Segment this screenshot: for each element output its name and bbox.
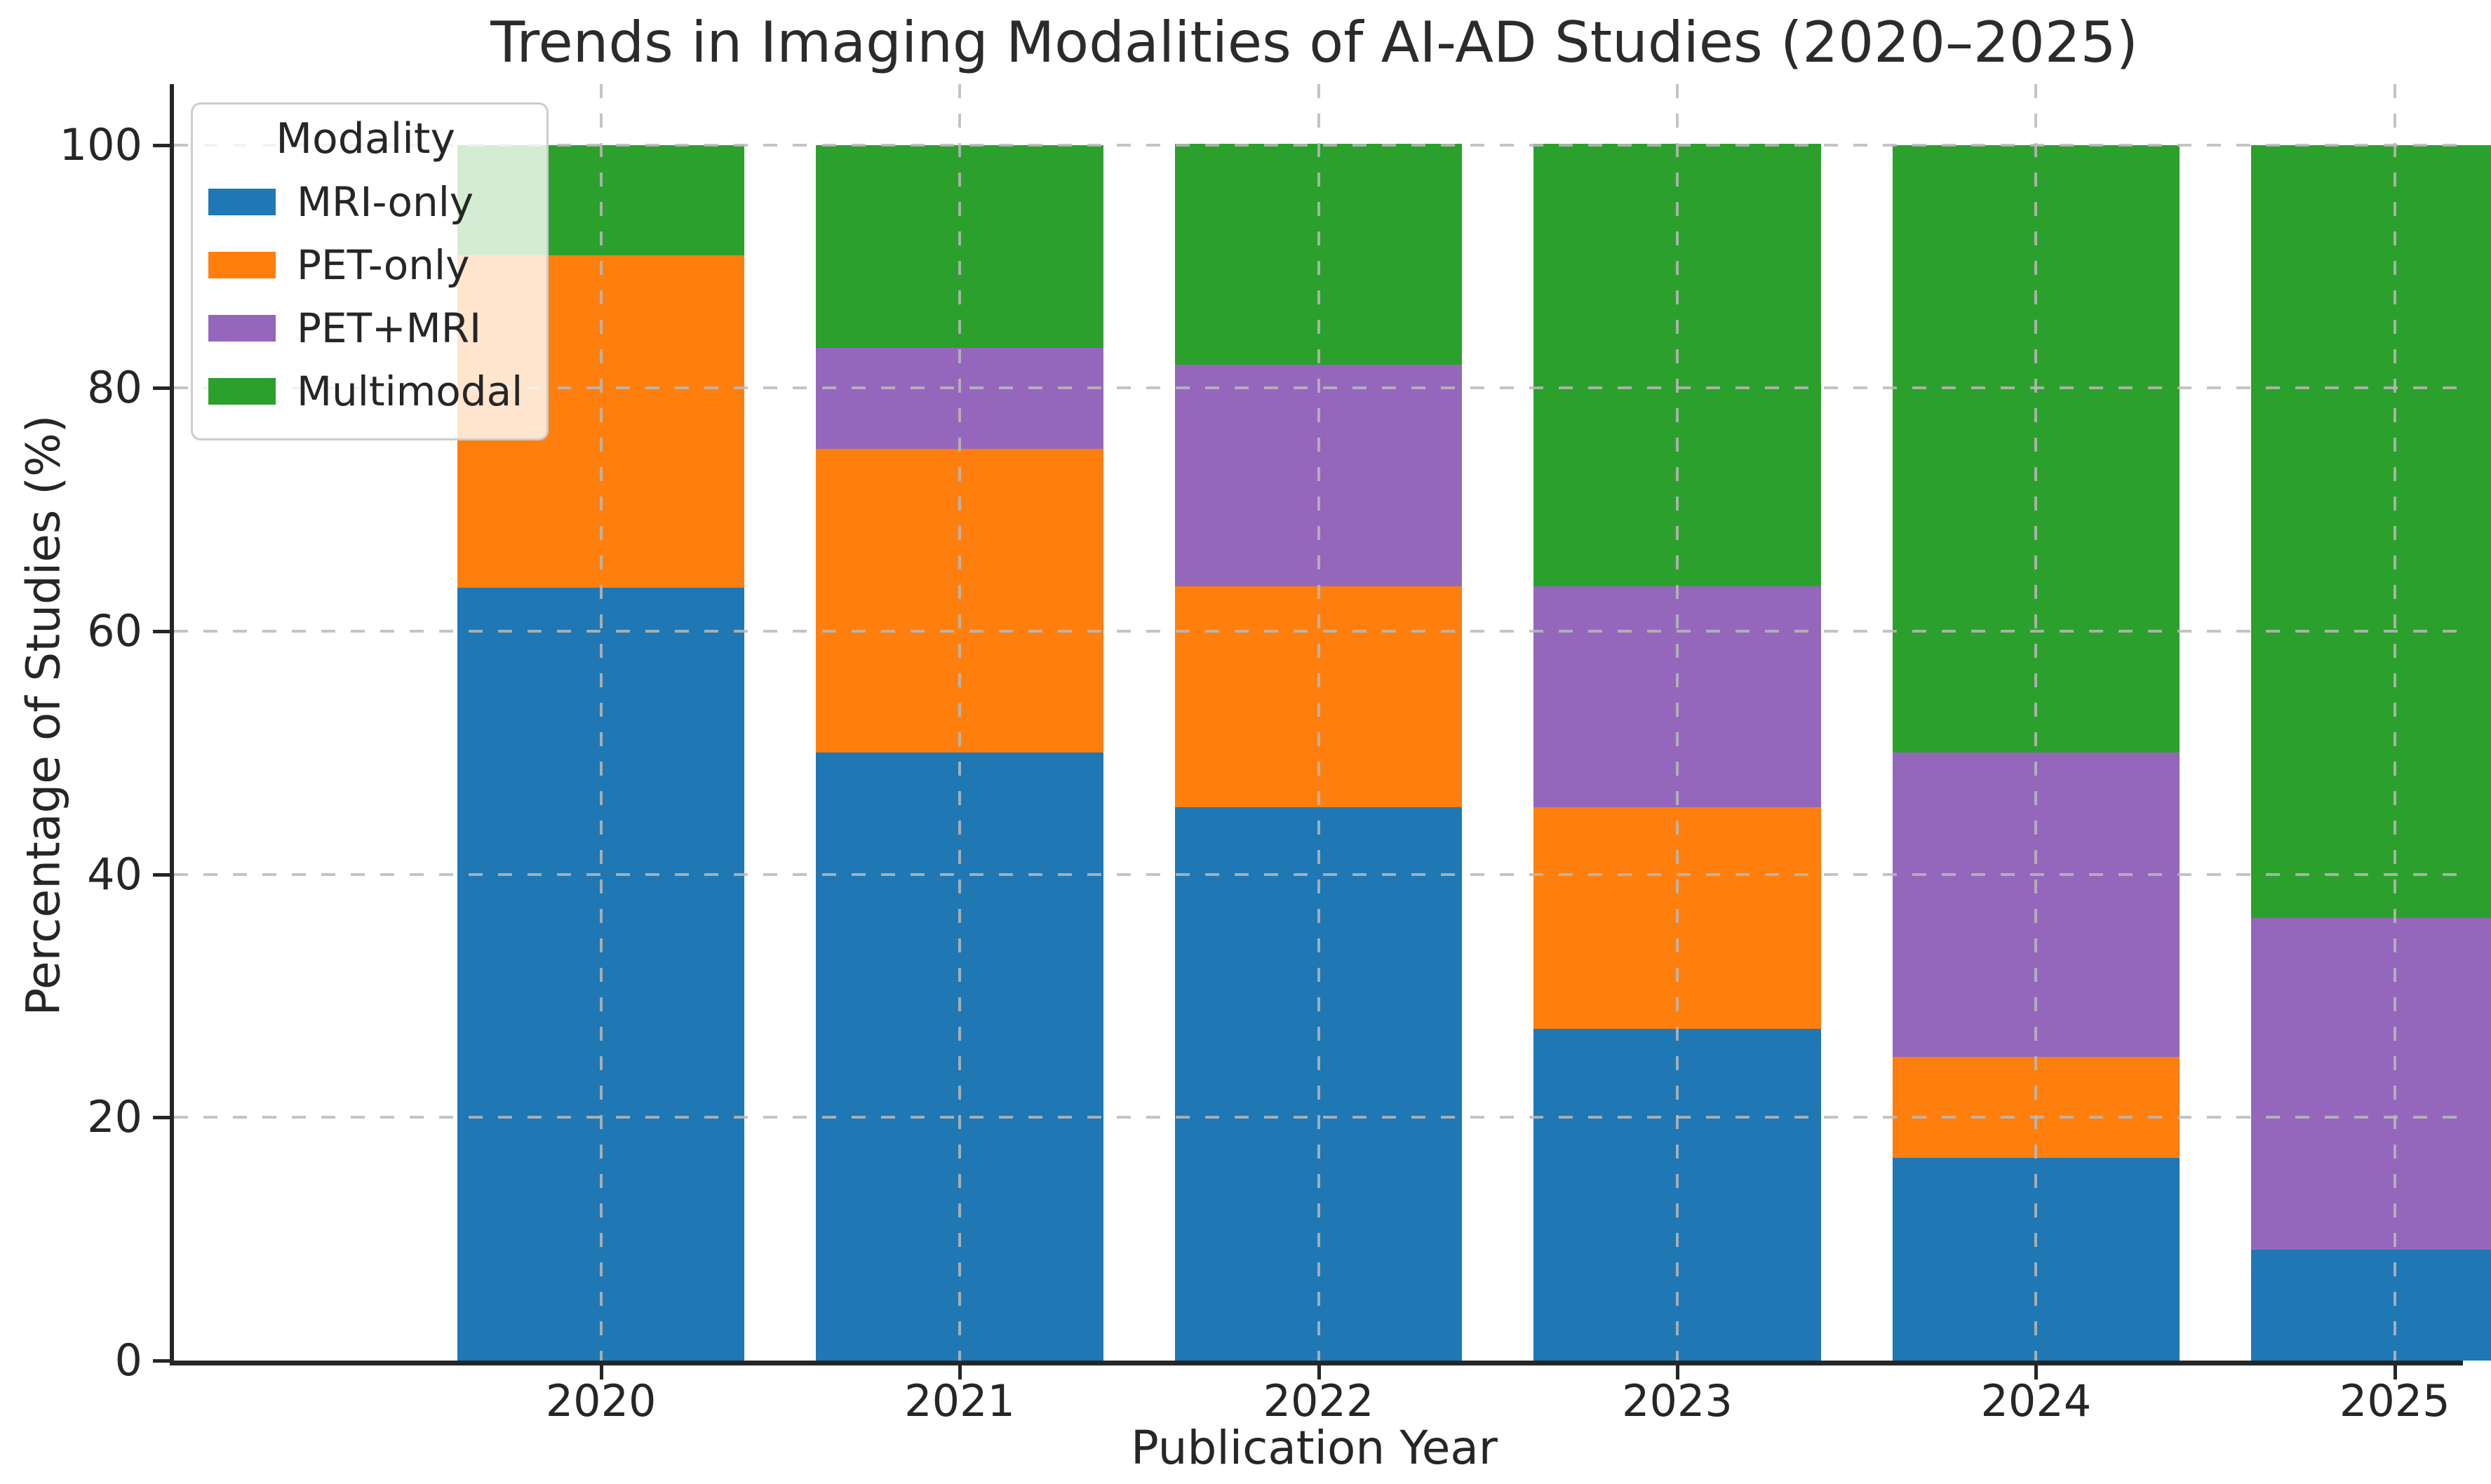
x-tick-label-2025: 2025 [2339,1375,2450,1426]
legend-swatch-PET-only [208,252,276,278]
y-tick-label-100: 100 [59,119,142,170]
legend-entries: MRI-only PET-only PET+MRI Multimodal [208,170,523,423]
y-tick-mark-100 [153,143,170,147]
legend-row-Multimodal: Multimodal [208,360,523,423]
y-tick-label-20: 20 [87,1091,142,1143]
y-tick-label-80: 80 [87,362,142,414]
x-tick-mark-2025 [2393,1365,2397,1380]
x-tick-label-2020: 2020 [545,1375,657,1426]
x-tick-mark-2023 [1675,1365,1679,1380]
segment-2025-Multimodal [2251,144,2491,919]
x-tick-mark-2024 [2034,1365,2039,1380]
x-tick-mark-2021 [958,1365,962,1380]
gridline-v-2024 [2034,84,2038,1361]
legend-box: Modality MRI-only PET-only PET+MRI Multimod… [191,102,549,440]
y-tick-label-60: 60 [87,605,142,656]
legend-label-PET-only: PET-only [297,241,470,289]
gridline-v-2023 [1675,84,1679,1361]
gridline-v-2021 [958,84,962,1361]
x-tick-label-2021: 2021 [904,1375,1015,1426]
legend-row-PET+MRI: PET+MRI [208,297,523,360]
y-tick-mark-80 [153,386,170,391]
gridline-v-2025 [2393,84,2396,1361]
x-tick-mark-2020 [599,1365,603,1380]
legend-label-MRI-only: MRI-only [297,178,474,226]
segment-2025-MRI-only [2251,1250,2491,1361]
gridline-v-2020 [599,84,603,1361]
x-tick-mark-2022 [1317,1365,1321,1380]
y-axis-label: Percentage of Studies (%) [16,414,71,1016]
x-tick-label-2023: 2023 [1622,1375,1733,1426]
legend-title: Modality [276,114,455,163]
legend-swatch-PET+MRI [208,315,276,342]
legend-row-MRI-only: MRI-only [208,170,523,234]
legend-label-Multimodal: Multimodal [297,367,523,415]
chart-title: Trends in Imaging Modalities of AI-AD St… [490,10,2138,75]
y-tick-mark-20 [153,1116,170,1120]
gridline-v-2022 [1317,84,1320,1361]
legend-swatch-MRI-only [208,189,276,215]
y-tick-label-0: 0 [114,1335,142,1386]
segment-2025-PET+MRI [2251,918,2491,1250]
y-tick-mark-60 [153,630,170,633]
legend-swatch-Multimodal [208,378,276,405]
y-tick-label-40: 40 [87,848,142,900]
x-tick-label-2024: 2024 [1980,1375,2092,1426]
legend-label-PET+MRI: PET+MRI [297,304,482,352]
x-axis-label: Publication Year [1131,1421,1498,1475]
legend-row-PET-only: PET-only [208,234,523,297]
plot-area: Modality MRI-only PET-only PET+MRI Multimod… [170,84,2491,1365]
y-tick-mark-40 [153,872,170,877]
bar-2025 [2251,84,2491,1361]
x-tick-label-2022: 2022 [1263,1375,1374,1426]
y-tick-mark-0 [153,1359,170,1363]
